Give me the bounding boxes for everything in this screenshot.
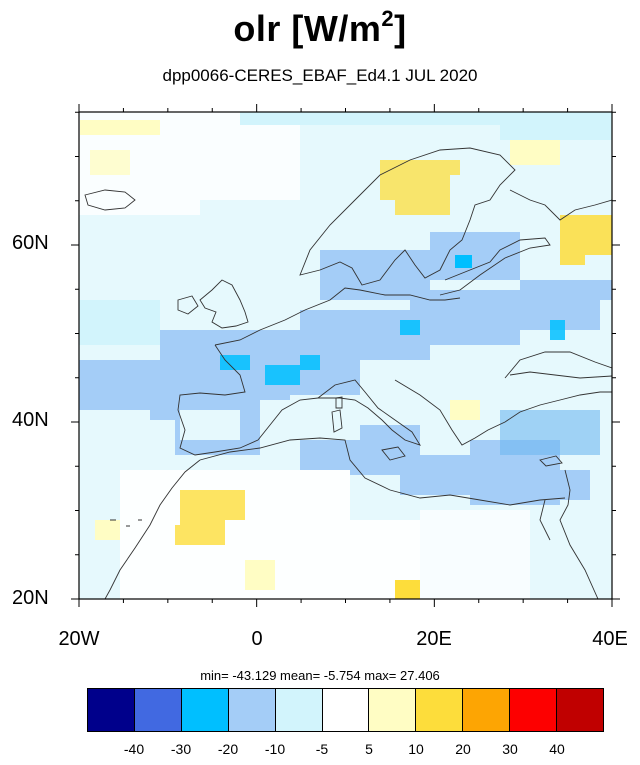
colorbar-swatch-8 bbox=[463, 689, 511, 731]
colorbar-swatch-3 bbox=[228, 689, 276, 731]
colorbar-label: -10 bbox=[264, 741, 286, 757]
lon-label-20w: 20W bbox=[58, 628, 100, 650]
field-layer bbox=[79, 112, 612, 599]
colorbar-swatch-10 bbox=[557, 689, 603, 731]
lon-label-20e: 20E bbox=[416, 628, 452, 650]
colorbar-swatch-4 bbox=[275, 689, 323, 731]
colorbar-swatch-0 bbox=[88, 689, 135, 731]
colorbar-swatch-1 bbox=[134, 689, 182, 731]
colorbar-label: -40 bbox=[123, 741, 145, 757]
colorbar-swatch-2 bbox=[181, 689, 229, 731]
title-superscript: 2 bbox=[381, 6, 395, 31]
colorbar-swatch-6 bbox=[369, 689, 417, 731]
map-title: olr [W/m2] bbox=[0, 6, 640, 50]
title-text: olr [W/m bbox=[233, 8, 382, 49]
colorbar-label: 10 bbox=[408, 741, 424, 757]
lon-label-0: 0 bbox=[251, 628, 263, 650]
colorbar-swatch-5 bbox=[322, 689, 370, 731]
coastlines bbox=[84, 147, 612, 599]
colorbar-label: -20 bbox=[217, 741, 239, 757]
lat-label-60n: 60N bbox=[12, 232, 49, 254]
map-subtitle: dpp0066-CERES_EBAF_Ed4.1 JUL 2020 bbox=[162, 66, 478, 85]
lat-label-20n: 20N bbox=[12, 587, 49, 609]
colorbar-label: -30 bbox=[170, 741, 192, 757]
colorbar-label: 20 bbox=[455, 741, 471, 757]
title-end: ] bbox=[394, 8, 407, 49]
colorbar-label: -5 bbox=[315, 741, 329, 757]
colorbar-label: 40 bbox=[549, 741, 565, 757]
stats-line: min= -43.129 mean= -5.754 max= 27.406 bbox=[200, 668, 440, 683]
colorbar bbox=[87, 688, 604, 732]
colorbar-swatch-7 bbox=[416, 689, 464, 731]
colorbar-label: 30 bbox=[502, 741, 518, 757]
lat-label-40n: 40N bbox=[12, 409, 49, 431]
axis-ticks bbox=[71, 104, 620, 607]
colorbar-swatch-9 bbox=[510, 689, 558, 731]
colorbar-label: 5 bbox=[365, 741, 373, 757]
lon-label-40e: 40E bbox=[592, 628, 628, 650]
